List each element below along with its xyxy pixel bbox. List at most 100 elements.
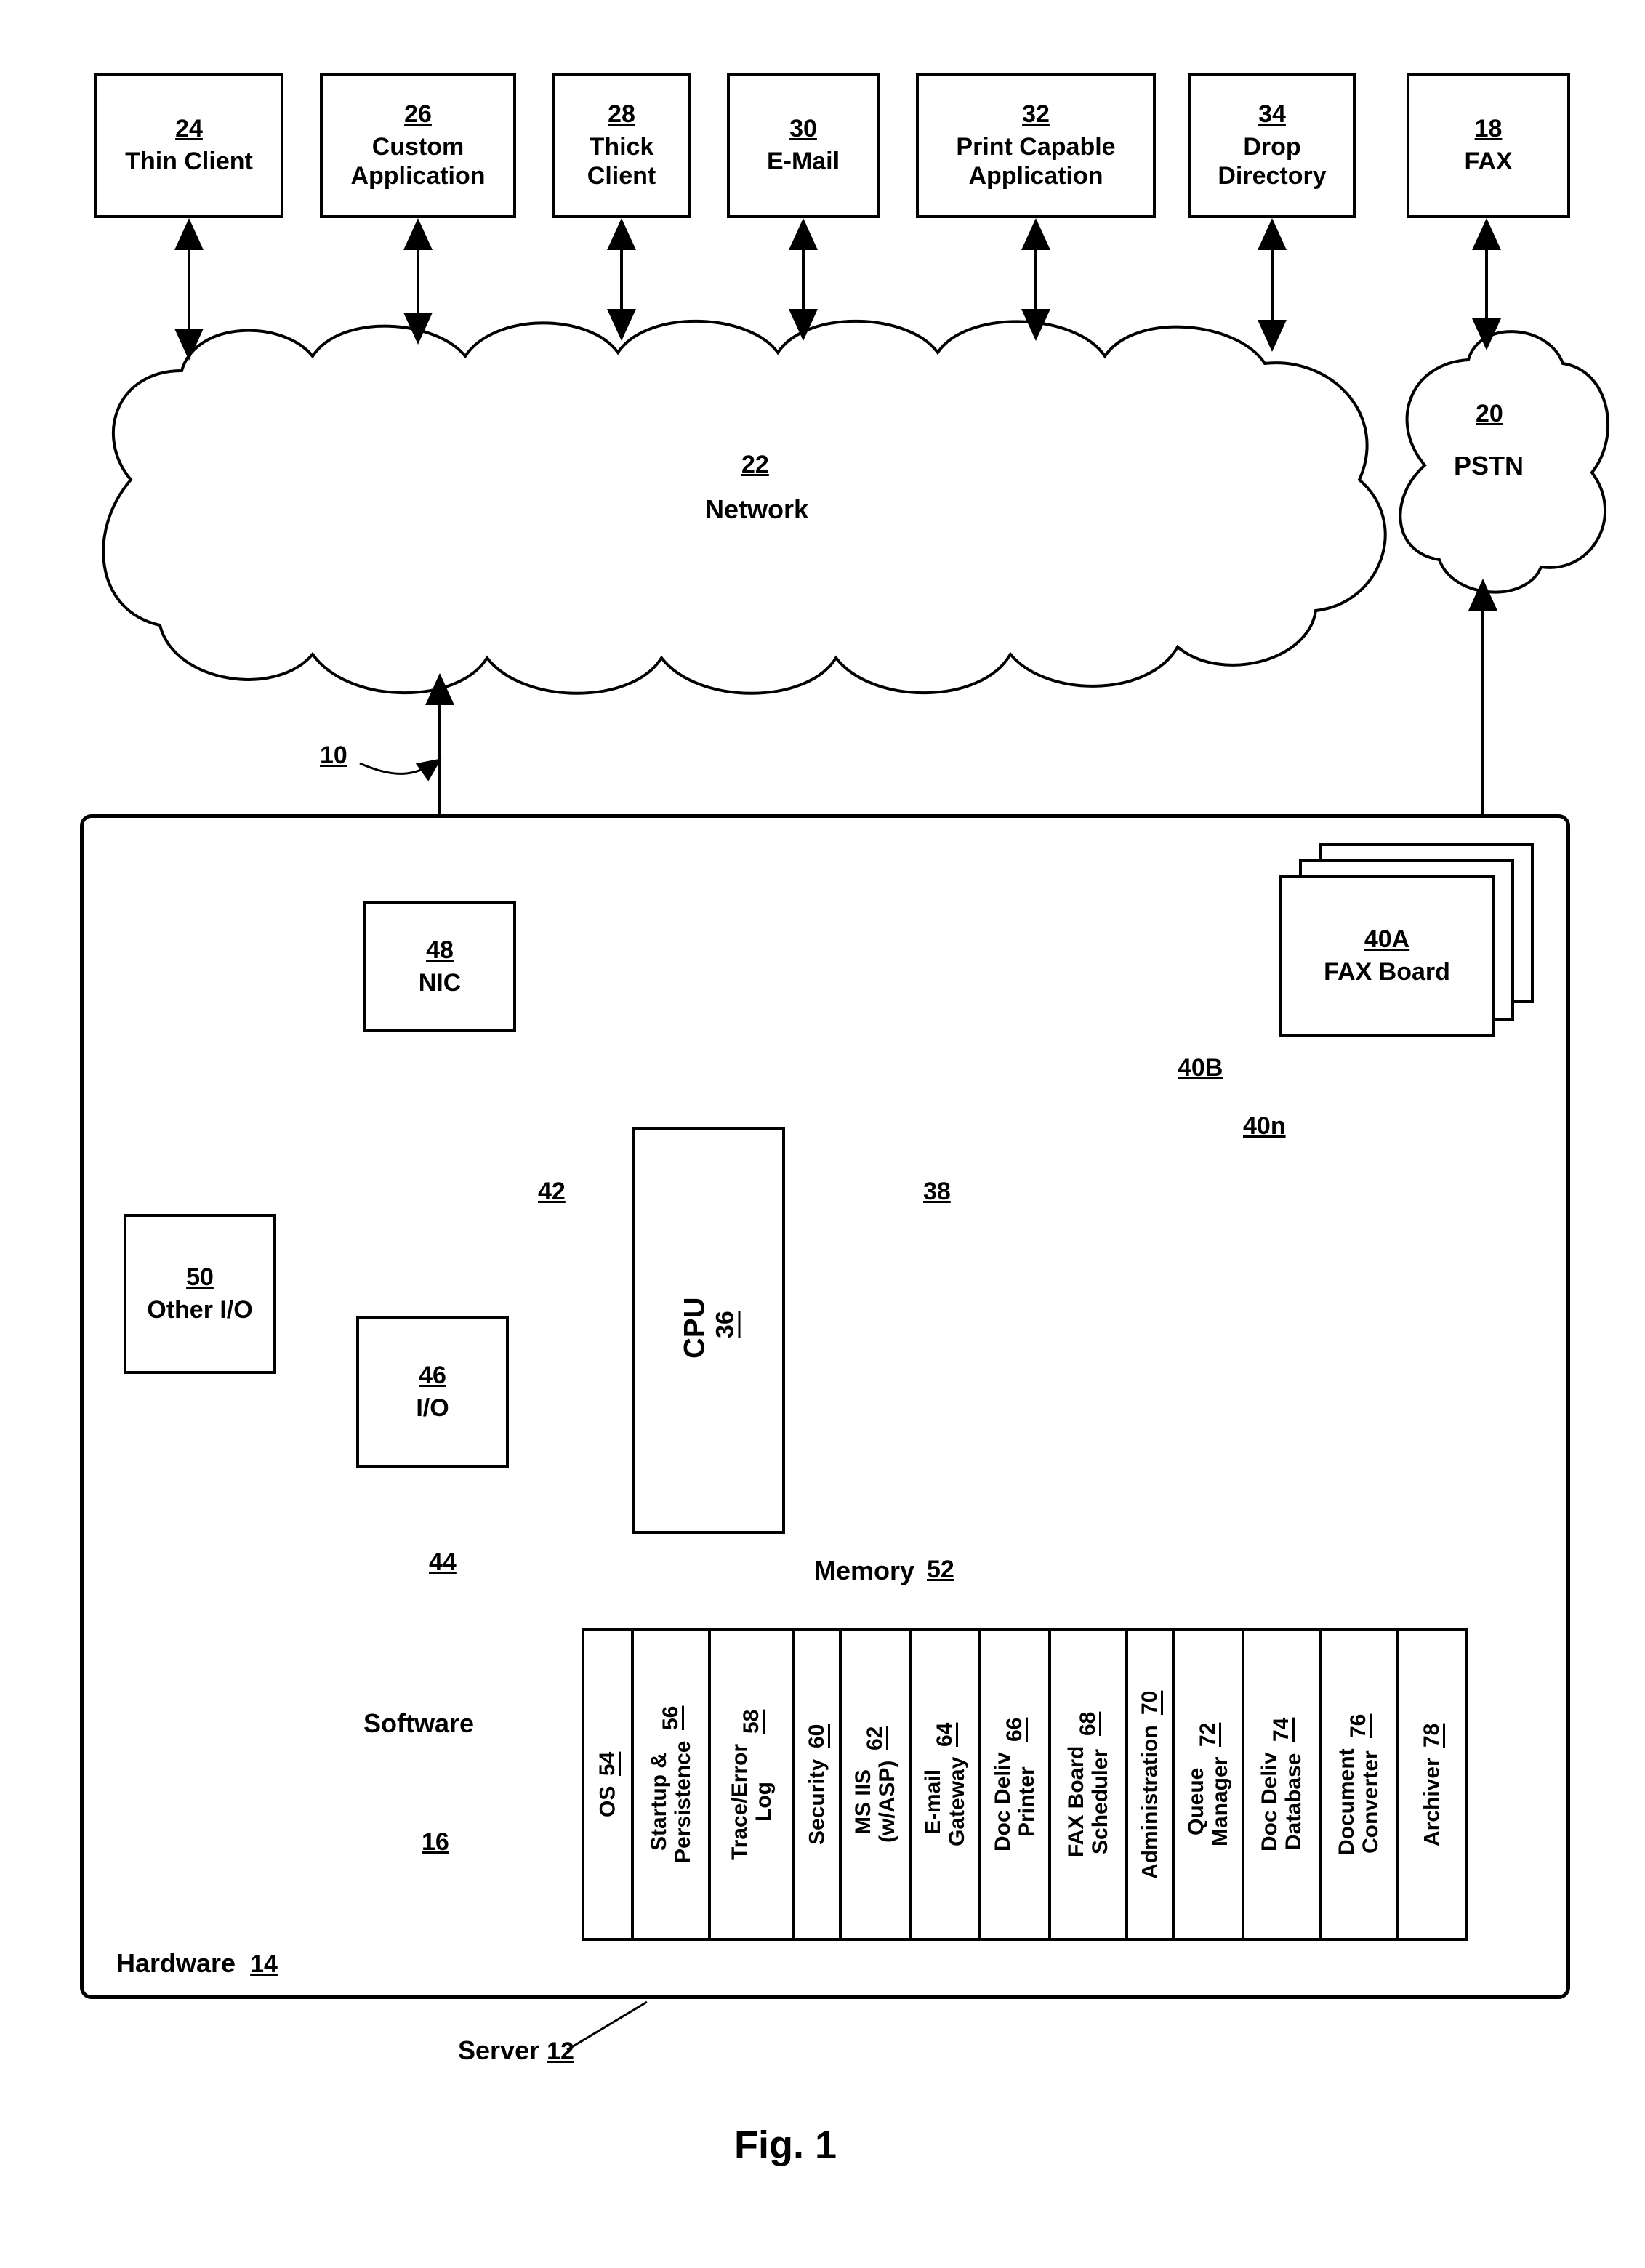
mem-cell-label: FAX BoardScheduler: [1064, 1746, 1112, 1857]
other-io-num: 50: [186, 1263, 214, 1292]
server-text: Server: [458, 2035, 539, 2065]
mem-cell-62: MS IIS(w/ASP) 62: [839, 1628, 912, 1941]
server-ref: 12: [547, 2038, 574, 2065]
mem-cell-num: 74: [1269, 1718, 1294, 1742]
io-num: 46: [419, 1362, 446, 1390]
mem-cell-76: DocumentConverter 76: [1319, 1628, 1399, 1941]
mem-cell-54: OS 54: [582, 1628, 634, 1941]
mem-cell-label: Trace/ErrorLog: [728, 1744, 776, 1860]
io-box: 46 I/O: [356, 1316, 509, 1468]
mem-cell-num: 68: [1076, 1712, 1101, 1736]
top-box-30: 30 E-Mail: [727, 73, 880, 218]
ref-40b: 40B: [1178, 1054, 1223, 1082]
top-box-18: 18 FAX: [1407, 73, 1570, 218]
mem-cell-72: QueueManager 72: [1172, 1628, 1244, 1941]
mem-cell-68: FAX BoardScheduler 68: [1048, 1628, 1128, 1941]
top-box-26: 26 CustomApplication: [320, 73, 516, 218]
top-box-label: DropDirectory: [1218, 133, 1326, 190]
system-diagram: 24 Thin Client 26 CustomApplication 28 Thi…: [29, 29, 1614, 2239]
leader-10: [360, 760, 440, 773]
memory-label: Memory: [814, 1556, 914, 1586]
ref-40n: 40n: [1243, 1112, 1286, 1141]
top-box-label: FAX: [1464, 148, 1512, 176]
mem-cell-label: QueueManager: [1184, 1757, 1232, 1846]
other-io-box: 50 Other I/O: [124, 1214, 276, 1374]
mem-cell-num: 70: [1138, 1690, 1162, 1714]
mem-cell-label: Doc DelivDatabase: [1258, 1752, 1306, 1851]
mem-cell-label: Startup &Persistence: [647, 1740, 695, 1862]
nic-num: 48: [426, 936, 454, 965]
cpu-num: 36: [712, 1311, 740, 1338]
io-label: I/O: [416, 1394, 449, 1423]
mem-cell-num: 56: [659, 1706, 683, 1730]
mem-cell-74: Doc DelivDatabase 74: [1242, 1628, 1322, 1941]
top-box-label: Thin Client: [125, 148, 253, 176]
network-label: Network: [705, 494, 808, 525]
nic-box: 48 NIC: [363, 901, 516, 1032]
top-box-label: CustomApplication: [350, 133, 485, 190]
server-label: Server 12: [458, 2035, 574, 2066]
mem-cell-num: 78: [1420, 1723, 1444, 1747]
mem-cell-56: Startup &Persistence 56: [631, 1628, 711, 1941]
mem-cell-label: DocumentConverter: [1335, 1748, 1383, 1855]
mem-cell-70: Administration 70: [1125, 1628, 1175, 1941]
top-box-32: 32 Print CapableApplication: [916, 73, 1156, 218]
top-box-num: 28: [608, 100, 635, 129]
network-num: 22: [741, 451, 769, 479]
hardware-label: Hardware 14: [116, 1948, 278, 1979]
mem-cell-num: 60: [805, 1724, 829, 1748]
mem-cell-label: E-mailGateway: [921, 1757, 969, 1846]
software-text: Software: [363, 1708, 474, 1738]
cpu-box: CPU 36: [632, 1127, 785, 1534]
mem-cell-58: Trace/ErrorLog 58: [708, 1628, 795, 1941]
fax-board-front: 40A FAX Board: [1279, 875, 1495, 1037]
hardware-text: Hardware: [116, 1948, 236, 1978]
mem-cell-78: Archiver 78: [1396, 1628, 1468, 1941]
ref-38: 38: [923, 1178, 951, 1206]
cpu-label: CPU: [678, 1298, 712, 1359]
ref-42: 42: [538, 1178, 566, 1206]
mem-cell-label: MS IIS(w/ASP): [851, 1761, 899, 1843]
memory-ref: 52: [927, 1556, 954, 1584]
mem-cell-label: OS: [596, 1786, 620, 1817]
top-box-28: 28 ThickClient: [552, 73, 691, 218]
software-label: Software: [363, 1708, 474, 1739]
software-ref: 16: [422, 1828, 449, 1857]
mem-cell-label: Doc DelivPrinter: [991, 1752, 1039, 1851]
ref-10: 10: [320, 741, 347, 770]
pstn-num: 20: [1476, 400, 1503, 428]
top-box-num: 34: [1258, 100, 1286, 129]
top-box-num: 32: [1022, 100, 1050, 129]
mem-cell-num: 58: [739, 1709, 764, 1733]
top-box-label: ThickClient: [587, 133, 656, 190]
ref-44: 44: [429, 1548, 457, 1577]
nic-label: NIC: [419, 969, 462, 997]
mem-cell-num: 54: [595, 1752, 620, 1776]
top-box-num: 26: [404, 100, 432, 129]
hardware-ref: 14: [250, 1950, 278, 1978]
figure-label: Fig. 1: [734, 2123, 837, 2168]
fax-board-label: FAX Board: [1324, 958, 1450, 986]
mem-cell-64: E-mailGateway 64: [909, 1628, 981, 1941]
top-box-num: 18: [1475, 115, 1503, 143]
top-box-num: 30: [789, 115, 817, 143]
top-box-34: 34 DropDirectory: [1188, 73, 1356, 218]
mem-cell-num: 66: [1002, 1718, 1027, 1742]
memory-table: OS 54 Startup &Persistence 56 Trace/Erro…: [582, 1628, 1468, 1941]
fax-board-num: 40A: [1364, 925, 1409, 954]
mem-cell-label: Archiver: [1420, 1758, 1444, 1846]
mem-cell-label: Administration: [1138, 1725, 1162, 1879]
leader-12: [567, 2002, 647, 2050]
top-box-label: Print CapableApplication: [956, 133, 1115, 190]
mem-cell-num: 64: [933, 1723, 957, 1747]
fax-board-stack: 40A FAX Board: [1279, 843, 1534, 1032]
mem-cell-num: 72: [1196, 1723, 1220, 1747]
mem-cell-66: Doc DelivPrinter 66: [978, 1628, 1051, 1941]
mem-cell-60: Security 60: [792, 1628, 842, 1941]
other-io-label: Other I/O: [147, 1296, 252, 1324]
top-box-num: 24: [175, 115, 203, 143]
pstn-label: PSTN: [1454, 451, 1524, 481]
top-box-24: 24 Thin Client: [94, 73, 283, 218]
mem-cell-num: 76: [1346, 1714, 1371, 1738]
mem-cell-num: 62: [863, 1726, 888, 1750]
